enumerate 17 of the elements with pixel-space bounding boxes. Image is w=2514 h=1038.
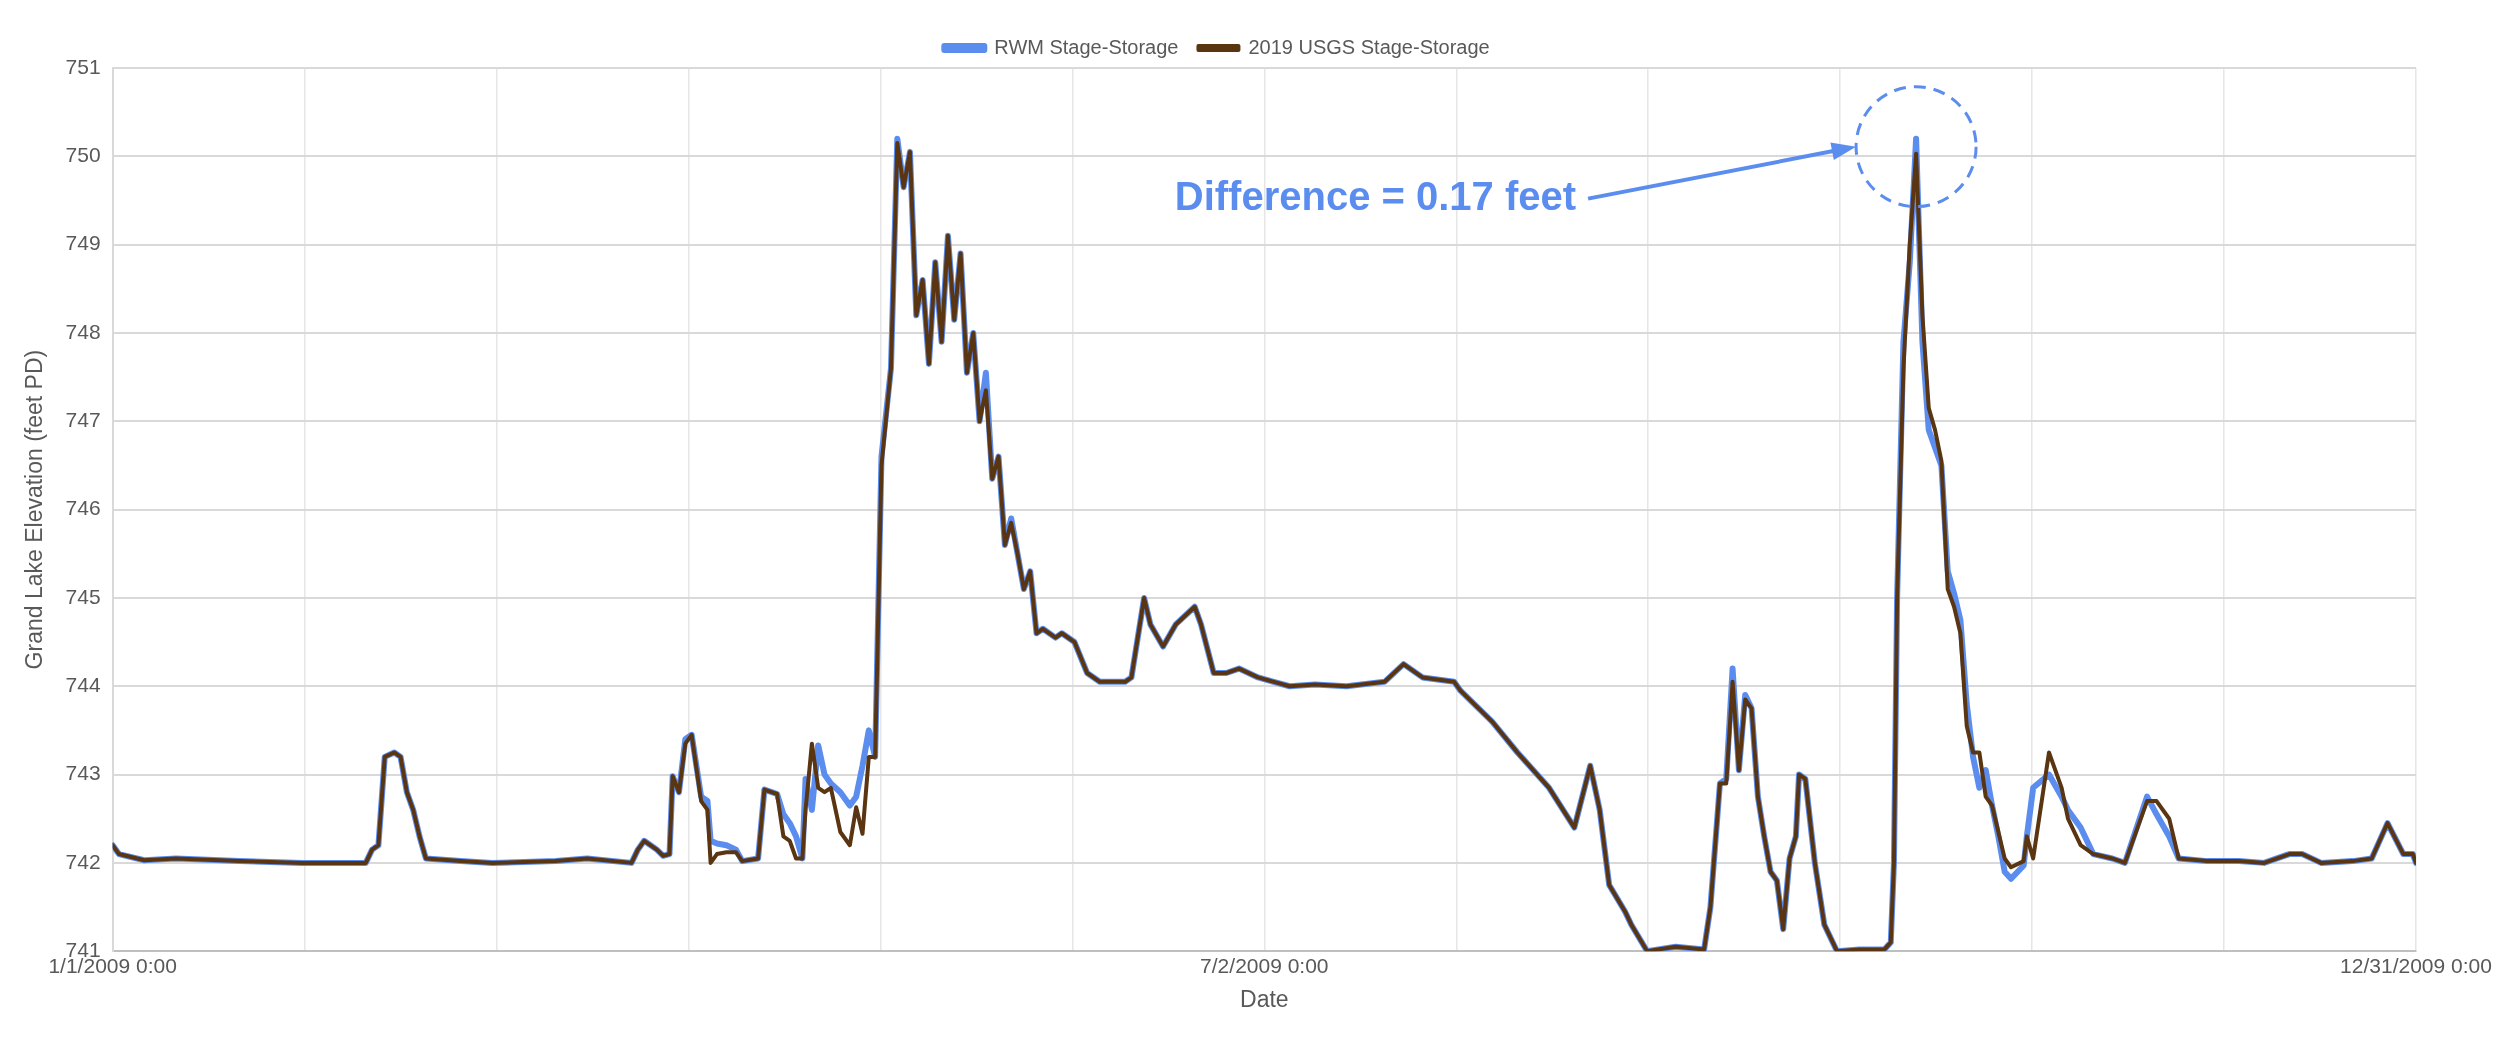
legend-label: 2019 USGS Stage-Storage [1248,35,1490,58]
y-tick-label: 749 [65,231,101,255]
annotation: Difference = 0.17 feet [1174,173,1577,218]
y-tick-label: 751 [65,54,101,78]
x-tick-label: 7/2/2009 0:00 [1200,953,1329,977]
y-tick-label: 745 [65,584,101,608]
y-tick-label: 743 [65,761,101,785]
y-tick-label: 748 [65,319,101,343]
y-tick-label: 747 [65,408,101,432]
y-tick-label: 746 [65,496,101,520]
x-axis-title: Date [1240,985,1289,1012]
y-axis-title: Grand Lake Elevation (feet PD) [21,349,48,670]
y-tick-label: 742 [65,849,101,873]
y-tick-label: 744 [65,673,101,697]
legend-label: RWM Stage-Storage [994,35,1179,58]
x-tick-label: 12/31/2009 0:00 [2340,953,2492,977]
y-tick-label: 750 [65,143,101,167]
